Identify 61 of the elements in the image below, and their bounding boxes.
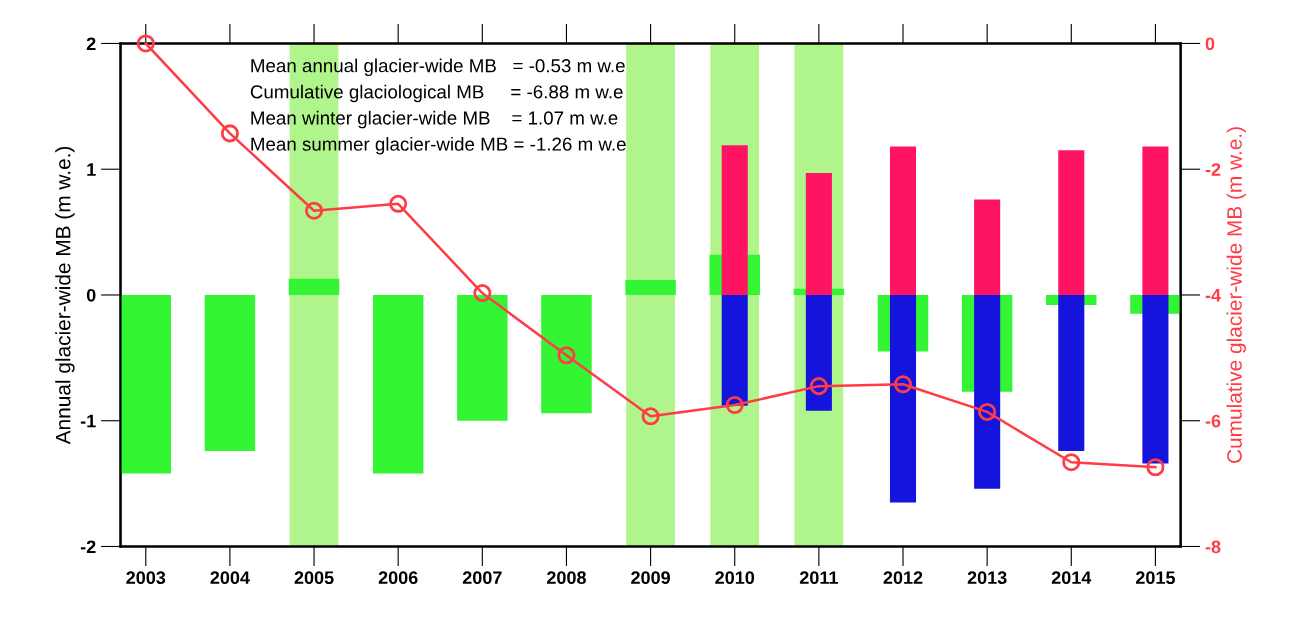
point — [557, 346, 576, 365]
point — [978, 402, 997, 421]
point — [305, 201, 324, 220]
x-tick-label: 2008 — [547, 571, 586, 585]
y2-axis-title: Cumulative glacier-wide MB (m w.e.) — [1226, 127, 1246, 463]
bar — [805, 294, 832, 411]
y2-tick-label: -6 — [1205, 414, 1221, 428]
x-tick-label: 2015 — [1135, 571, 1175, 585]
point — [893, 375, 913, 394]
point — [136, 34, 155, 53]
bar — [1142, 146, 1169, 295]
x-tick-label: 2013 — [967, 571, 1007, 585]
x-tick-label: 2007 — [462, 571, 502, 585]
bar — [457, 294, 508, 421]
x-tick-label: 2012 — [883, 571, 923, 585]
bar — [1058, 150, 1085, 295]
point — [1146, 458, 1165, 477]
x-tick-label: 2004 — [210, 571, 250, 585]
y-tick-label: -1 — [80, 414, 96, 428]
bar — [889, 294, 917, 503]
y2-tick-label: -2 — [1205, 163, 1221, 176]
bar — [120, 294, 172, 474]
point — [641, 407, 660, 426]
bar — [805, 173, 832, 295]
x-tick-label: 2014 — [1051, 571, 1092, 585]
y2-tick-label: -8 — [1205, 540, 1221, 554]
bar — [625, 279, 676, 295]
point — [389, 194, 408, 213]
point — [473, 284, 492, 303]
x-tick-label: 2005 — [294, 571, 334, 585]
x-tick-label: 2010 — [715, 571, 755, 585]
bar — [974, 199, 1001, 295]
y-tick-label: 1 — [87, 163, 96, 176]
x-tick-label: 2003 — [126, 571, 166, 585]
bar — [1142, 294, 1169, 464]
point — [725, 395, 744, 415]
y-tick-label: -2 — [80, 540, 96, 554]
annotation: Mean summer glacier-wide MB = -1.26 m w.e — [251, 137, 626, 155]
bar — [721, 294, 748, 406]
point — [809, 377, 828, 396]
y2-tick-label: 0 — [1205, 37, 1215, 51]
x-tick-label: 2009 — [631, 571, 671, 585]
x-tick-label: 2011 — [799, 571, 838, 585]
bar — [372, 294, 424, 474]
point — [1062, 453, 1081, 472]
y-axis-title: Annual glacier-wide MB (m w.e.) — [55, 146, 75, 445]
bar — [288, 278, 340, 295]
bar — [974, 294, 1001, 489]
annotation: Cumulative glaciological MB = -6.88 m w.e — [250, 84, 623, 103]
annotation: Mean annual glacier-wide MB = -0.53 m w.e — [251, 58, 625, 77]
bar — [204, 294, 256, 451]
bar — [541, 294, 592, 414]
y-tick-label: 0 — [86, 288, 96, 302]
bar — [721, 145, 748, 295]
point — [220, 124, 239, 143]
bar — [1058, 294, 1085, 451]
annotation: Mean winter glacier-wide MB = 1.07 m w.e — [251, 110, 618, 129]
x-tick-label: 2006 — [378, 571, 418, 585]
y2-tick-label: -4 — [1205, 289, 1221, 302]
bar — [889, 146, 917, 295]
y-tick-label: 2 — [86, 37, 96, 51]
